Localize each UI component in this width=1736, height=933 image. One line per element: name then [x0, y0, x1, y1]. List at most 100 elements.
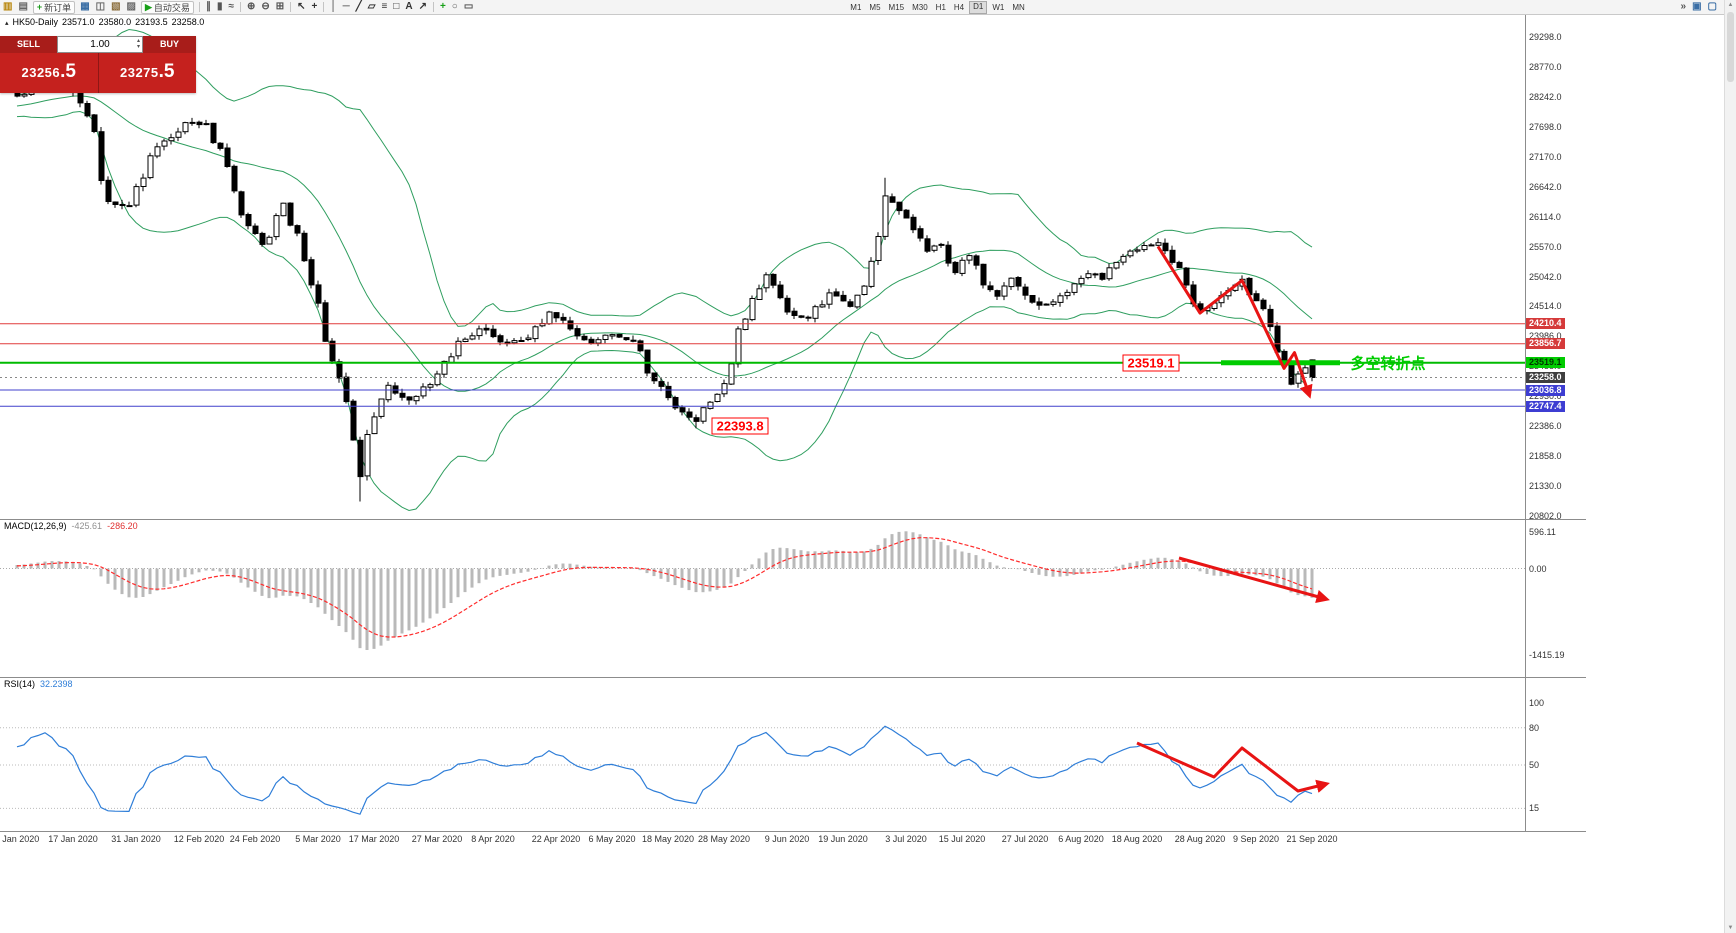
market-watch-icon[interactable]: ▦ [78, 1, 91, 13]
shapes-icon: □ [393, 1, 400, 12]
cursor-icon[interactable]: ↖ [295, 1, 307, 13]
fibonacci-icon: ≡ [381, 1, 388, 12]
data-window-icon: ◫ [95, 1, 106, 12]
timeframe-w1[interactable]: W1 [992, 2, 1005, 12]
period-clock-icon[interactable]: ○ [450, 1, 460, 13]
dock-panel-icon: ▣ [1692, 1, 1702, 12]
timeframe-h1[interactable]: H1 [935, 2, 946, 12]
trend-arrow-annotation[interactable] [1156, 245, 1313, 399]
toolbar-separator [239, 2, 241, 12]
toolbar: ▥ ▤ + 新订单 ▦ ◫ ▧ ▨ ▶ 自动交易 ∥ ▮ ≈ ⊕ ⊖ ⊞ ↖ + │ ─ ╱ ▱ ≡ □ A ↗ + ○ ▭ M1 M5 M… [0, 0, 1736, 15]
new-order-icon: + [36, 2, 43, 12]
sell-button[interactable]: SELL [0, 36, 57, 53]
arrow-objects-icon[interactable]: ↗ [417, 1, 429, 13]
macd-panel [0, 531, 1525, 650]
tile-windows-icon: ⊞ [275, 1, 285, 12]
candlestick-series [14, 77, 1316, 502]
terminal-icon[interactable]: ▨ [125, 1, 138, 13]
high-value: 23580.0 [98, 17, 132, 27]
timeframe-m5[interactable]: M5 [869, 2, 881, 12]
new-chart-icon[interactable]: ▥ [1, 1, 14, 13]
macd-label: MACD(12,26,9) -425.61 -286.20 [4, 521, 143, 531]
toolbar-overflow-icon[interactable]: » [1679, 1, 1689, 13]
vertical-line-icon: │ [330, 1, 337, 12]
autotrading-button[interactable]: ▶ 自动交易 [141, 0, 194, 14]
templates-icon: ▭ [463, 1, 474, 12]
text-label-icon: A [405, 1, 413, 12]
one-click-trading-widget: SELL 1.00 ▴ ▾ BUY 23256.5 23275.5 [0, 36, 196, 93]
one-click-collapse-icon[interactable]: ▴ [5, 20, 9, 27]
new-order-button[interactable]: + 新订单 [32, 0, 76, 14]
scrollbar-thumb[interactable] [1727, 12, 1734, 82]
vertical-scrollbar[interactable]: ▲ ▼ [1724, 0, 1736, 933]
zoom-out-icon: ⊖ [261, 1, 270, 12]
macd-signal-line [16, 537, 1313, 638]
rsi-line [16, 725, 1313, 815]
equidistant-channel-icon: ▱ [367, 1, 376, 12]
horizontal-line-icon[interactable]: ─ [341, 1, 352, 13]
crosshair-icon[interactable]: + [310, 1, 320, 13]
profiles-icon: ▤ [18, 1, 28, 12]
rsi-panel [0, 725, 1525, 815]
crosshair-icon: + [311, 1, 318, 12]
candlestick-chart-icon[interactable]: ▮ [215, 1, 225, 13]
button-label: 新订单 [44, 2, 72, 13]
equidistant-channel-icon[interactable]: ▱ [366, 1, 378, 13]
symbol-period-label: HK50-Daily [12, 17, 59, 27]
timeframe-m15[interactable]: M15 [888, 2, 905, 12]
low-value: 23193.5 [135, 17, 168, 27]
price-annotation-22393[interactable]: 22393.8 [711, 417, 769, 435]
timeframe-m1[interactable]: M1 [850, 2, 862, 12]
scrollbar-track[interactable] [1725, 10, 1736, 923]
timeframe-m30[interactable]: M30 [912, 2, 928, 12]
bar-chart-icon[interactable]: ∥ [204, 1, 213, 13]
timeframe-d1[interactable]: D1 [969, 0, 988, 14]
toolbar-overflow-icon: » [1680, 1, 1687, 12]
scroll-up-icon[interactable]: ▲ [1727, 2, 1734, 8]
timeframe-mn[interactable]: MN [1012, 2, 1025, 12]
data-window-icon[interactable]: ◫ [94, 1, 107, 13]
rsi-arrow-annotation[interactable] [1136, 741, 1330, 793]
text-label-icon[interactable]: A [403, 1, 414, 13]
bollinger-middle-band [16, 95, 1313, 392]
sell-price-button[interactable]: 23256.5 [0, 53, 99, 93]
fullscreen-icon[interactable]: ▢ [1706, 1, 1719, 13]
rsi-name: RSI(14) [4, 679, 36, 689]
bar-chart-icon: ∥ [205, 1, 211, 12]
horizontal-line-icon: ─ [342, 1, 350, 12]
tile-windows-icon[interactable]: ⊞ [274, 1, 286, 13]
macd-histogram [15, 531, 1314, 650]
dock-panel-icon[interactable]: ▣ [1690, 1, 1703, 13]
fibonacci-icon[interactable]: ≡ [379, 1, 389, 13]
close-value: 23258.0 [171, 17, 205, 27]
turning-point-label[interactable]: 多空转折点 [1350, 355, 1426, 373]
price-annotation-23519[interactable]: 23519.1 [1122, 354, 1180, 372]
templates-icon[interactable]: ▭ [462, 1, 475, 13]
trade-widget-prices: 23256.5 23275.5 [0, 53, 196, 93]
profiles-icon[interactable]: ▤ [16, 1, 29, 13]
indicators-icon[interactable]: + [438, 1, 448, 13]
zoom-in-icon: ⊕ [246, 1, 256, 12]
lot-down-icon[interactable]: ▾ [136, 44, 140, 50]
indicators-icon: + [439, 1, 446, 12]
zoom-out-icon[interactable]: ⊖ [259, 1, 271, 13]
lot-value: 1.00 [90, 39, 110, 50]
buy-button[interactable]: BUY [143, 36, 196, 53]
lot-size-field[interactable]: 1.00 ▴ ▾ [57, 36, 143, 53]
shapes-icon[interactable]: □ [391, 1, 401, 13]
timeframe-h4[interactable]: H4 [953, 2, 965, 12]
toolbar-right-group: » ▣ ▢ [1678, 0, 1720, 14]
lot-stepper[interactable]: ▴ ▾ [137, 38, 140, 50]
scroll-down-icon[interactable]: ▼ [1727, 925, 1734, 931]
lot-up-icon[interactable]: ▴ [136, 38, 140, 44]
macd-arrow-annotation[interactable] [1178, 556, 1330, 603]
buy-price-button[interactable]: 23275.5 [98, 53, 196, 93]
navigator-icon[interactable]: ▧ [109, 1, 122, 13]
line-chart-icon[interactable]: ≈ [226, 1, 236, 13]
zoom-in-icon[interactable]: ⊕ [245, 1, 257, 13]
vertical-line-icon[interactable]: │ [328, 1, 338, 13]
trendline-icon: ╱ [355, 1, 362, 12]
trendline-icon[interactable]: ╱ [354, 1, 364, 13]
terminal-icon: ▨ [126, 1, 136, 12]
